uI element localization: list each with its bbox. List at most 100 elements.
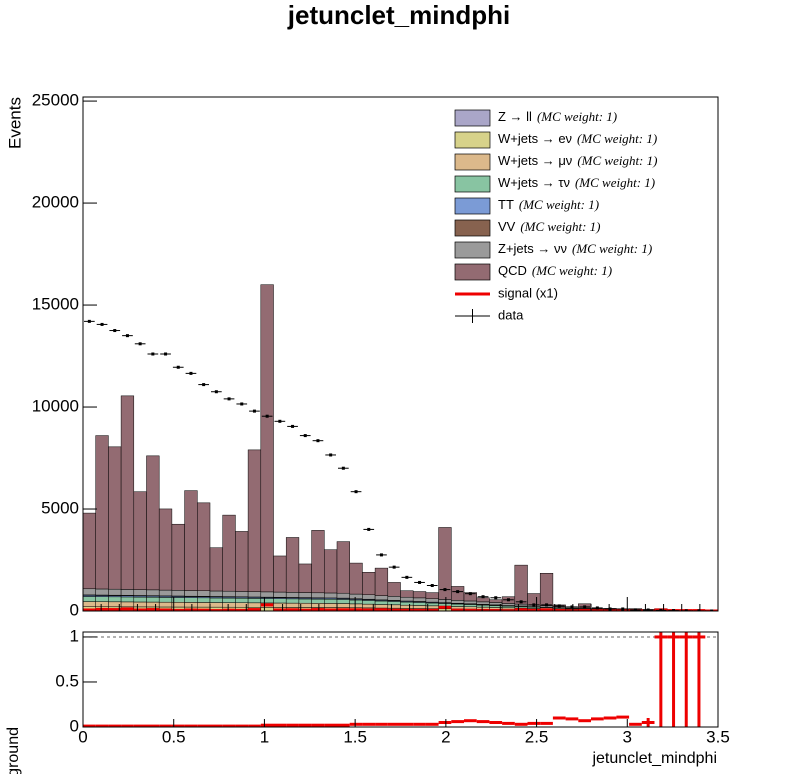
histogram-segment — [501, 607, 516, 610]
histogram-segment — [235, 531, 249, 592]
legend-name: Z → ll — [498, 109, 532, 124]
histogram-segment — [247, 591, 262, 598]
data-point — [621, 607, 625, 611]
data-point — [608, 607, 612, 611]
legend-swatch — [454, 153, 491, 171]
histogram-segment — [133, 601, 147, 608]
data-point — [164, 352, 168, 356]
histogram-segment — [451, 603, 465, 607]
data-point — [125, 334, 129, 338]
histogram-segment — [539, 572, 554, 606]
histogram-segment — [336, 603, 350, 608]
histogram-segment — [285, 592, 300, 598]
x-tick-label: 1 — [260, 727, 269, 746]
data-point — [532, 603, 536, 607]
legend-name: TT — [498, 197, 514, 212]
legend-swatch — [454, 263, 491, 281]
data-point — [113, 329, 117, 333]
y-tick-label: 1 — [70, 626, 79, 645]
histogram-segment — [95, 596, 109, 602]
histogram-segment — [197, 597, 211, 603]
y-tick-label: 20000 — [32, 193, 79, 212]
histogram-segment — [412, 605, 427, 609]
legend-note: (MC weight: 1) — [572, 241, 652, 256]
histogram-segment — [349, 562, 363, 595]
legend-label: Z → ll (MC weight: 1) — [498, 109, 617, 124]
histogram-segment — [336, 592, 350, 599]
legend-label: data — [498, 307, 524, 322]
histogram-segment — [374, 600, 389, 605]
histogram-segment — [476, 604, 490, 608]
x-tick-label: 3 — [623, 727, 632, 746]
data-point — [303, 434, 307, 438]
histogram-segment — [285, 602, 300, 608]
data-point — [545, 603, 549, 607]
histogram-segment — [83, 596, 96, 602]
histogram-segment — [476, 606, 490, 610]
histogram-segment — [349, 603, 363, 608]
histogram-segment — [197, 590, 211, 597]
histogram-segment — [95, 601, 109, 608]
histogram-segment — [412, 597, 427, 602]
plot-frame — [82, 96, 719, 612]
data-point — [265, 414, 269, 418]
histogram-segment — [222, 514, 236, 592]
histogram-segment — [438, 527, 452, 600]
histogram-segment — [273, 555, 287, 593]
legend-label: QCD (MC weight: 1) — [498, 263, 612, 278]
y-tick-label: 0 — [70, 600, 79, 619]
histogram-segment — [476, 597, 490, 603]
data-point — [151, 352, 155, 356]
histogram-segment — [83, 588, 96, 596]
axes: 0 5000 10000 15000 20000 25000 Z → ll (MC weigh… — [32, 91, 730, 747]
data-point — [176, 365, 180, 369]
histogram-segment — [324, 603, 338, 608]
x-tick-label: 0 — [78, 727, 87, 746]
histogram-segment — [247, 598, 262, 604]
histogram-segment — [514, 564, 528, 605]
legend-name: W+jets → μν — [498, 153, 572, 168]
data-point — [557, 604, 561, 608]
histogram-segment — [120, 596, 135, 603]
histogram-segment — [260, 598, 274, 604]
ratio-y-axis-title: Signal/Background — [5, 727, 22, 774]
data-point — [633, 608, 637, 611]
histogram-segment — [133, 589, 147, 596]
histogram-segment — [311, 598, 325, 604]
histogram-segment — [209, 547, 223, 592]
legend-swatch — [454, 175, 491, 193]
histogram-segment — [501, 603, 516, 606]
histogram-segment — [400, 601, 414, 606]
data-point — [278, 419, 282, 423]
data-point — [367, 527, 371, 531]
histogram-segment — [146, 601, 160, 608]
histogram-segment — [222, 590, 236, 597]
histogram-segment — [184, 590, 198, 597]
y-tick-label: 5000 — [41, 499, 79, 518]
chart-title: jetunclet_mindphi — [287, 0, 510, 30]
histogram-segment — [197, 602, 211, 608]
data-point — [341, 466, 345, 470]
top-plot — [83, 284, 718, 611]
legend-note: (MC weight: 1) — [532, 263, 612, 278]
histogram-segment — [235, 591, 249, 598]
histogram-segment — [324, 599, 338, 604]
histogram-segment — [387, 596, 401, 601]
data-point — [672, 609, 676, 611]
legend-swatch — [454, 197, 491, 215]
histogram-segment — [184, 597, 198, 603]
data-point — [494, 596, 498, 600]
legend-label: TT (MC weight: 1) — [498, 197, 599, 212]
histogram-segment — [184, 490, 198, 591]
legend-swatch — [454, 241, 491, 259]
legend-label: Z+jets → νν (MC weight: 1) — [498, 241, 652, 256]
histogram-segment — [324, 592, 338, 599]
histogram-segment — [336, 599, 350, 604]
histogram-segment — [425, 598, 439, 603]
histogram-segment — [412, 591, 427, 599]
data-point — [100, 322, 104, 326]
x-tick-label: 3.5 — [706, 727, 730, 746]
histogram-segment — [222, 597, 236, 603]
x-tick-label: 1.5 — [343, 727, 367, 746]
histogram-segment — [158, 589, 173, 597]
